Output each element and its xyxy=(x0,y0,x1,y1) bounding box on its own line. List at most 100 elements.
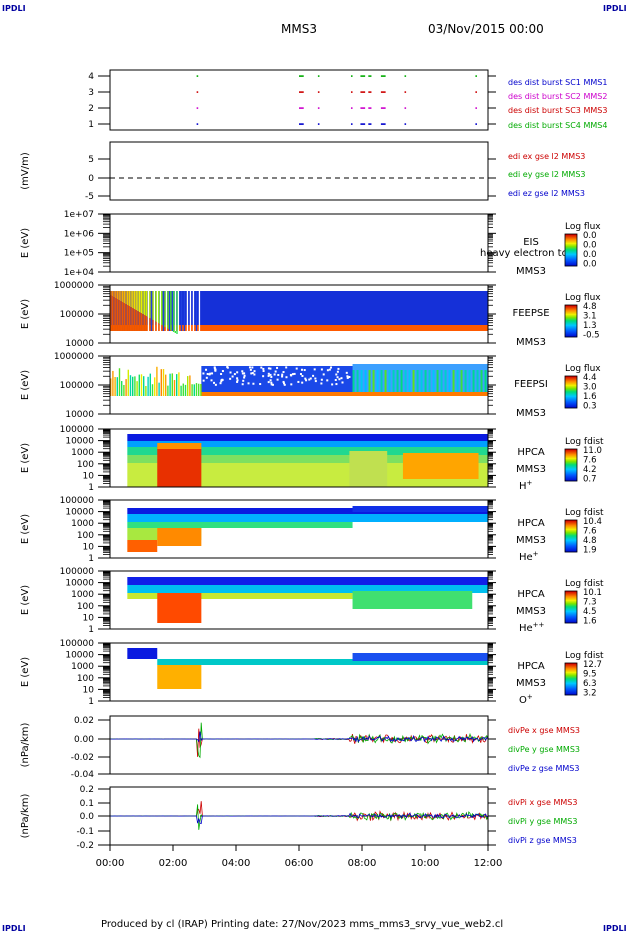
panel-frame-edi xyxy=(109,141,489,201)
colorbar-strip xyxy=(565,247,577,249)
feepsi-speckle xyxy=(269,379,272,382)
hpca-o-band xyxy=(157,665,202,689)
feepsi-speckle xyxy=(213,367,216,370)
feepsi-speckle xyxy=(285,366,288,369)
colorbar-strip xyxy=(565,679,577,681)
hpca-o-band xyxy=(127,648,158,659)
y-label-hpca-o: E (eV) xyxy=(20,657,31,687)
colorbar-strip xyxy=(565,471,577,473)
colorbar-strip xyxy=(565,450,577,452)
colorbar-strip xyxy=(565,609,577,611)
feepsi-speckle xyxy=(270,375,273,378)
y-tick-label-eis: 1e+05 xyxy=(64,249,94,259)
colorbar-strip xyxy=(565,254,577,256)
feepsi-early xyxy=(158,382,160,396)
colorbar-strip xyxy=(565,305,577,307)
feepse-gap xyxy=(189,291,192,331)
feepse-early xyxy=(172,291,175,332)
feepsi-late-stripe xyxy=(484,370,487,394)
feepsi-speckle xyxy=(277,373,280,376)
panel-frame-hpca-he2 xyxy=(109,570,489,630)
colorbar-strip xyxy=(565,395,577,397)
feepse-early xyxy=(167,291,170,329)
colorbar-strip xyxy=(565,528,577,530)
hpca-he-band xyxy=(127,540,158,552)
feepse-gap xyxy=(165,291,168,331)
feepsi-speckle xyxy=(304,377,307,380)
hpca-he2-band xyxy=(157,593,202,623)
legend-entry-burst: des dist burst SC2 MMS2 xyxy=(508,92,607,101)
colorbar-strip xyxy=(565,538,577,540)
feepse-early-hot xyxy=(118,300,120,331)
y-tick-label-edi: 0 xyxy=(88,174,94,184)
feepsi-speckle xyxy=(314,380,317,383)
burst-segment xyxy=(475,107,477,109)
y-label-divpi: (nPa/km) xyxy=(20,794,31,839)
feepsi-speckle xyxy=(251,366,254,369)
feepsi-early xyxy=(149,373,151,396)
colorbar-strip xyxy=(565,473,577,475)
colorbar-strip xyxy=(565,543,577,545)
feepsi-late-stripe xyxy=(396,370,399,394)
colorbar-strip xyxy=(565,405,577,407)
colorbar-tick-feepsi: 3.0 xyxy=(583,383,597,393)
feepsi-early xyxy=(138,374,140,396)
burst-segment xyxy=(317,107,320,109)
colorbar-strip xyxy=(565,524,577,526)
colorbar-strip xyxy=(565,397,577,399)
feepse-early-hot xyxy=(161,325,163,331)
feepsi-speckle xyxy=(303,369,306,372)
feepsi-speckle xyxy=(248,366,251,369)
colorbar-strip xyxy=(565,526,577,528)
feepse-early xyxy=(135,291,137,310)
y-tick-label-divpi: 0.1 xyxy=(80,799,94,809)
y-tick-label-eis: 1e+07 xyxy=(64,210,94,220)
burst-segment xyxy=(317,123,320,125)
colorbar-strip xyxy=(565,452,577,454)
colorbar-strip xyxy=(565,604,577,606)
colorbar-strip xyxy=(565,547,577,549)
feepsi-speckle xyxy=(281,373,284,376)
y-label-divpe: (nPa/km) xyxy=(20,723,31,768)
hpca-he-band xyxy=(127,508,488,514)
instrument-label-feepse: MMS3 xyxy=(516,337,546,348)
colorbar-strip xyxy=(565,454,577,456)
y-tick-label-hpca-o: 10000 xyxy=(65,651,94,661)
y-tick-label-divpi: -0.1 xyxy=(76,827,94,837)
colorbar-strip xyxy=(565,458,577,460)
y-tick-label-divpi: 0.0 xyxy=(80,812,95,822)
x-tick-label: 06:00 xyxy=(285,858,314,869)
colorbar-strip xyxy=(565,613,577,615)
feepsi-speckle xyxy=(301,381,304,384)
y-tick-label-hpca-h: 1 xyxy=(88,483,94,493)
feepsi-early xyxy=(143,376,145,396)
y-label-feepse: E (eV) xyxy=(20,299,31,329)
hpca-h-band xyxy=(127,447,488,455)
colorbar-strip xyxy=(565,687,577,689)
colorbar-strip xyxy=(565,592,577,594)
feepse-early-hot xyxy=(155,322,158,331)
feepsi-early xyxy=(176,374,178,396)
colorbar-strip xyxy=(565,306,577,308)
colorbar-strip xyxy=(565,692,577,694)
panel-frame-hpca-h xyxy=(109,428,489,488)
feepsi-late-stripe xyxy=(368,370,371,394)
colorbar-strip xyxy=(565,622,577,624)
feepsi-early xyxy=(187,376,189,396)
colorbar-strip xyxy=(565,468,577,470)
legend-entry-divpe: divPe x gse MMS3 xyxy=(508,726,580,735)
feepsi-speckle xyxy=(326,369,329,372)
colorbar-tick-hpca-he2: 4.5 xyxy=(583,607,597,617)
burst-segment xyxy=(368,75,372,77)
instrument-label-hpca-o: MMS3 xyxy=(516,678,546,689)
burst-segment xyxy=(404,123,407,125)
colorbar-strip xyxy=(565,242,577,244)
colorbar-strip xyxy=(565,611,577,613)
legend-entry-edi: edi ey gse l2 MMS3 xyxy=(508,170,586,179)
y-tick-label-hpca-he: 1 xyxy=(88,554,94,564)
instrument-label-hpca-he: HPCA xyxy=(517,518,545,529)
y-label-hpca-he2: E (eV) xyxy=(20,585,31,615)
feepse-early-hot xyxy=(164,327,166,331)
colorbar-strip xyxy=(565,321,577,323)
